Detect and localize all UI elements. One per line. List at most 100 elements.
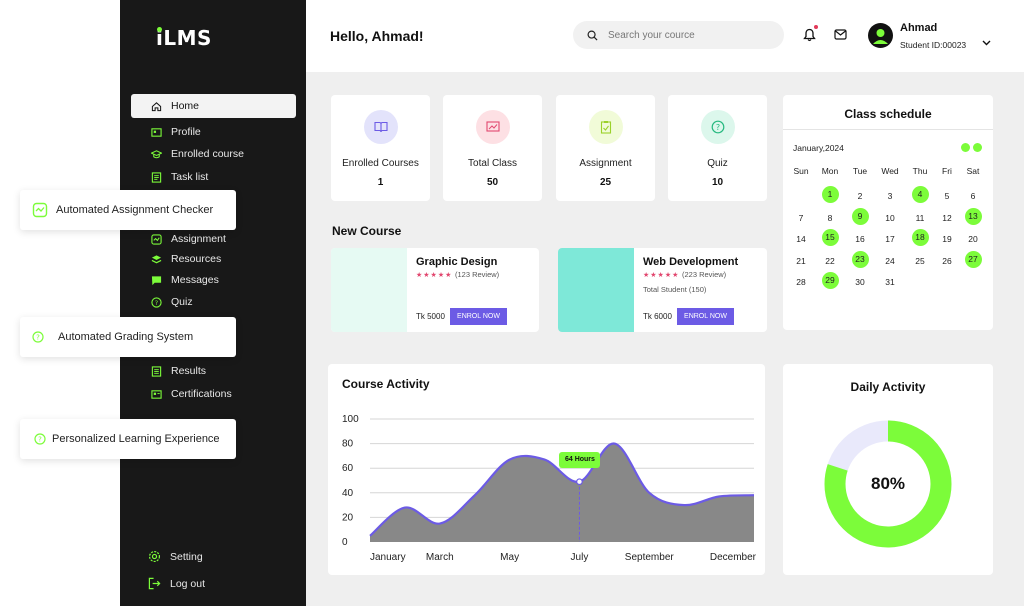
setting-label: Setting: [170, 550, 203, 563]
svg-text:?: ?: [155, 298, 158, 306]
calendar-day[interactable]: 16: [855, 234, 865, 244]
calendar-day[interactable]: 9: [851, 207, 869, 225]
gear-icon: [148, 550, 161, 563]
sidebar-item-assignment[interactable]: Assignment: [131, 227, 296, 251]
daily-activity-donut: [824, 420, 952, 548]
calendar-day[interactable]: 31: [885, 277, 895, 287]
feature-personalized-learning-experience: ? Personalized Learning Experience: [20, 419, 236, 459]
feature-label: Personalized Learning Experience: [52, 433, 220, 445]
course-name: Graphic Design: [416, 256, 498, 268]
setting-button[interactable]: Setting: [148, 550, 203, 563]
review-count: (123 Review): [455, 270, 500, 279]
sidebar-item-quiz[interactable]: ? Quiz: [131, 290, 296, 314]
sidebar-item-resources[interactable]: Resources: [131, 247, 296, 271]
calendar-day[interactable]: 24: [885, 255, 895, 266]
calendar-day[interactable]: 30: [855, 277, 865, 287]
donut-progress-arc: [824, 420, 952, 548]
calendar-day[interactable]: 15: [821, 229, 839, 246]
calendar-day[interactable]: 4: [911, 186, 929, 203]
y-tick-label: 100: [342, 414, 359, 425]
rating-stars: ★★★★★: [416, 272, 453, 279]
enrol-now-button[interactable]: ENROL NOW: [450, 308, 507, 325]
avatar[interactable]: [868, 23, 893, 48]
greeting: Hello, Ahmad!: [330, 28, 424, 44]
prev-month-button[interactable]: [961, 143, 970, 152]
chart-tooltip: 64 Hours: [559, 451, 601, 468]
calendar-day[interactable]: 23: [851, 250, 869, 268]
calendar-day[interactable]: 7: [798, 212, 804, 223]
bell-icon[interactable]: [803, 28, 816, 42]
calendar-day[interactable]: 12: [942, 212, 952, 223]
sidebar-item-profile[interactable]: Profile: [131, 120, 296, 144]
calendar-day[interactable]: 19: [942, 234, 952, 244]
course-card-graphic-design[interactable]: Graphic Design ★★★★★ (123 Review) Tk 500…: [331, 248, 539, 332]
chevron-down-icon[interactable]: [982, 40, 991, 46]
x-tick-label: July: [571, 552, 589, 563]
message-icon: [151, 275, 162, 286]
calendar-day[interactable]: 3: [887, 191, 893, 201]
feature-automated-grading-system: ? Automated Grading System: [20, 317, 236, 357]
calendar-day[interactable]: 21: [796, 255, 806, 266]
certificate-icon: [151, 389, 162, 400]
stat-icon-circle: [475, 110, 510, 144]
calendar-day[interactable]: 25: [915, 255, 925, 266]
stat-card-quiz[interactable]: ? Quiz 10: [668, 95, 767, 201]
sidebar-item-home[interactable]: Home: [131, 94, 296, 118]
stat-card-total-class[interactable]: Total Class 50: [443, 95, 542, 201]
calendar-day[interactable]: 1: [821, 186, 839, 203]
stat-value: 10: [711, 177, 724, 188]
x-tick-label: December: [710, 552, 757, 563]
stat-card-assignment[interactable]: Assignment 25: [556, 95, 655, 201]
stat-value: 1: [377, 177, 384, 188]
schedule-title: Class schedule: [844, 107, 932, 121]
profile-card-icon: [151, 127, 162, 138]
calendar-day[interactable]: 11: [915, 212, 925, 223]
clipboard-check-icon: [600, 121, 611, 134]
svg-text:?: ?: [36, 334, 40, 342]
calendar-day[interactable]: 22: [825, 255, 835, 266]
course-card-web-development[interactable]: Web Development ★★★★★ (223 Review) Total…: [558, 248, 767, 332]
logo-dot: [157, 27, 162, 32]
enrol-now-button[interactable]: ENROL NOW: [677, 308, 734, 325]
search-input[interactable]: Search your cource: [573, 21, 784, 49]
stat-label: Enrolled Courses: [342, 158, 419, 169]
calendar-day[interactable]: 10: [885, 212, 895, 223]
new-course-title: New Course: [332, 224, 402, 238]
calendar-day[interactable]: 17: [885, 234, 895, 244]
mail-icon[interactable]: [834, 29, 847, 40]
calendar-day[interactable]: 29: [821, 272, 839, 289]
sidebar-item-certifications[interactable]: Certifications: [131, 382, 296, 406]
feature-label: Automated Assignment Checker: [56, 204, 214, 216]
calendar-day[interactable]: 5: [944, 191, 950, 201]
svg-text:?: ?: [38, 436, 42, 444]
calendar-month: January,2024: [793, 143, 844, 153]
calendar-day[interactable]: 2: [857, 191, 863, 201]
sidebar-item-messages[interactable]: Messages: [131, 268, 296, 292]
calendar-day[interactable]: 20: [968, 234, 978, 244]
calendar-day[interactable]: 13: [964, 207, 982, 225]
course-price: Tk 6000: [643, 312, 672, 321]
highlight-point[interactable]: [576, 478, 583, 486]
sidebar-item-label: Task list: [171, 171, 209, 183]
logout-button[interactable]: Log out: [148, 577, 205, 590]
sidebar-item-enrolled-course[interactable]: Enrolled course: [131, 142, 296, 166]
logout-label: Log out: [170, 577, 206, 590]
course-thumbnail: [331, 248, 407, 332]
calendar-day[interactable]: 8: [827, 212, 833, 223]
resources-layers-icon: [151, 254, 162, 265]
next-month-button[interactable]: [973, 143, 982, 152]
calendar-day[interactable]: 28: [796, 277, 806, 287]
student-id: Student ID:00023: [900, 40, 967, 50]
sidebar-item-results[interactable]: Results: [131, 359, 296, 383]
stat-label: Quiz: [707, 158, 728, 169]
calendar-day[interactable]: 18: [911, 229, 929, 246]
presentation-icon: [485, 121, 500, 132]
calendar-day[interactable]: 27: [964, 250, 982, 268]
activity-area: [370, 443, 754, 542]
calendar-day[interactable]: 14: [796, 234, 806, 244]
stat-card-enrolled-courses[interactable]: Enrolled Courses 1: [331, 95, 430, 201]
sidebar-item-task-list[interactable]: Task list: [131, 165, 296, 189]
calendar-day[interactable]: 26: [942, 255, 952, 266]
calendar-day[interactable]: 6: [970, 191, 976, 201]
question-circle-icon: ?: [32, 331, 44, 343]
